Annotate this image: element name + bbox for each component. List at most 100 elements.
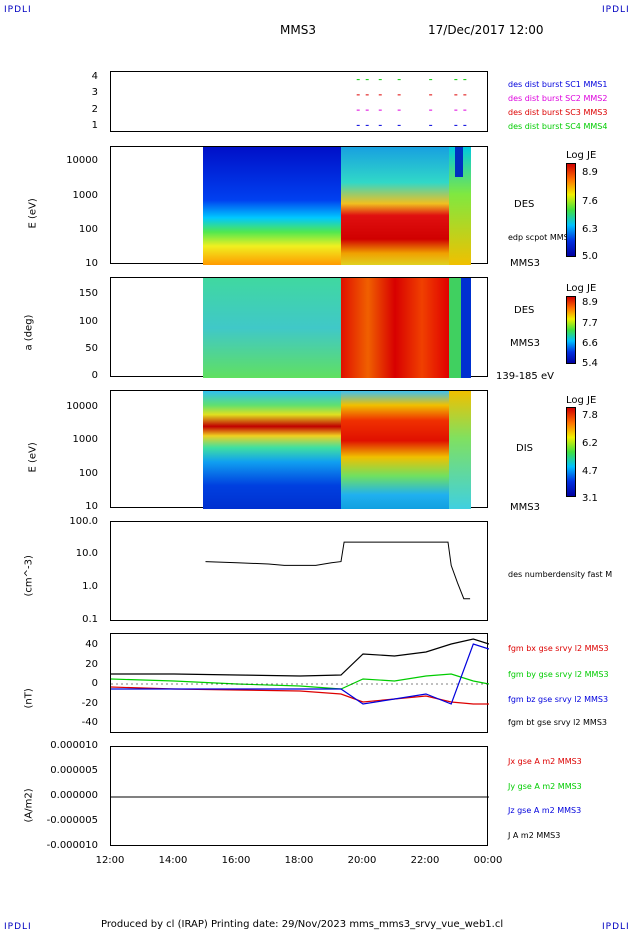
legend-bz: fgm bz gse srvy l2 MMS3 bbox=[508, 695, 609, 704]
dis-energy-svg bbox=[203, 391, 471, 509]
bfield-ylabel: (nT) bbox=[23, 688, 35, 709]
current-ytick-4: -0.000010 bbox=[46, 840, 98, 851]
legend-density: des numberdensity fast M bbox=[508, 570, 613, 579]
density-ytick-1: 1.0 bbox=[82, 581, 98, 592]
panel-des-pitch bbox=[110, 277, 488, 378]
bfield-series-bt bbox=[111, 638, 489, 677]
current-ytick-2: 0.000000 bbox=[50, 790, 98, 801]
bfield-series-bx bbox=[111, 686, 489, 705]
density-ylabel: (cm^-3) bbox=[23, 555, 35, 597]
dis-energy-ytick-10: 10 bbox=[85, 501, 98, 512]
density-series-line bbox=[205, 541, 471, 600]
current-ylabel: (A/m2) bbox=[23, 788, 35, 823]
dis-energy-ytick-1000: 1000 bbox=[72, 434, 98, 445]
xtick-0000: 00:00 bbox=[473, 855, 503, 866]
des-pitch-region-end bbox=[449, 278, 461, 378]
cbar2-tick-3: 5.4 bbox=[582, 358, 598, 369]
xtick-1800: 18:00 bbox=[284, 855, 314, 866]
dis-energy-ytick-100: 100 bbox=[78, 468, 98, 479]
legend-j: J A m2 MMS3 bbox=[508, 831, 561, 840]
des-energy-region-end bbox=[449, 147, 471, 265]
panel-magnetic-field bbox=[110, 633, 489, 733]
dis-energy-ytick-10000: 10000 bbox=[66, 401, 98, 412]
cbar1-tick-0: 8.9 bbox=[582, 167, 598, 178]
des-pitch-ytick-0: 0 bbox=[91, 370, 98, 381]
dis-energy-region-end bbox=[449, 391, 471, 509]
legend-bx: fgm bx gse srvy l2 MMS3 bbox=[508, 644, 609, 653]
mission-title: MMS3 bbox=[280, 23, 316, 37]
bfield-ytick-n40: -40 bbox=[81, 717, 98, 728]
bfield-series-bz bbox=[111, 643, 489, 705]
des-energy-mission: MMS3 bbox=[510, 258, 540, 269]
panel-density bbox=[110, 521, 488, 621]
bfield-series-by bbox=[111, 673, 489, 690]
xtick-1400: 14:00 bbox=[158, 855, 188, 866]
cbar3 bbox=[566, 407, 576, 497]
des-energy-ytick-10000: 10000 bbox=[66, 155, 98, 166]
des-pitch-mission: MMS3 bbox=[510, 338, 540, 349]
legend-jy: Jy gse A m2 MMS3 bbox=[508, 782, 582, 791]
dis-energy-region-pre bbox=[203, 391, 341, 509]
des-energy-svg bbox=[203, 147, 471, 265]
panel-des-energy bbox=[110, 146, 488, 265]
cbar1-title: Log JE bbox=[566, 150, 597, 161]
legend-burst-mms1: des dist burst SC1 MMS1 bbox=[508, 80, 608, 89]
cbar3-tick-0: 7.8 bbox=[582, 410, 598, 421]
dis-energy-instrument: DIS bbox=[516, 443, 533, 454]
burst-ytick-1: 1 bbox=[91, 120, 98, 131]
legend-burst-mms4: des dist burst SC4 MMS4 bbox=[508, 122, 608, 131]
des-energy-instrument: DES bbox=[514, 199, 535, 210]
bfield-ytick-0: 0 bbox=[91, 678, 98, 689]
cbar1-tick-2: 6.3 bbox=[582, 224, 598, 235]
panel-burst bbox=[110, 71, 488, 132]
burst-svg bbox=[356, 79, 471, 126]
des-pitch-region-post bbox=[341, 278, 449, 378]
cbar1 bbox=[566, 163, 576, 257]
burst-ytick-2: 2 bbox=[91, 104, 98, 115]
dis-energy-region-post bbox=[341, 391, 449, 509]
cbar3-tick-2: 4.7 bbox=[582, 466, 598, 477]
bfield-ytick-n20: -20 bbox=[81, 698, 98, 709]
des-pitch-instrument: DES bbox=[514, 305, 535, 316]
xtick-2200: 22:00 bbox=[410, 855, 440, 866]
des-energy-ytick-1000: 1000 bbox=[72, 190, 98, 201]
cbar1-tick-1: 7.6 bbox=[582, 196, 598, 207]
des-pitch-ylabel: a (deg) bbox=[23, 314, 35, 351]
des-pitch-ytick-50: 50 bbox=[85, 343, 98, 354]
legend-jz: Jz gse A m2 MMS3 bbox=[508, 806, 582, 815]
burst-ytick-4: 4 bbox=[91, 71, 98, 82]
cbar2-tick-0: 8.9 bbox=[582, 297, 598, 308]
footer-credit: Produced by cl (IRAP) Printing date: 29/… bbox=[101, 919, 504, 930]
legend-burst-mms2: des dist burst SC2 MMS2 bbox=[508, 94, 608, 103]
current-ytick-3: -0.000005 bbox=[46, 815, 98, 826]
cbar2-title: Log JE bbox=[566, 283, 597, 294]
corner-label-br: IPDLI bbox=[602, 922, 630, 932]
density-svg bbox=[205, 541, 471, 600]
current-ytick-0: 0.000010 bbox=[50, 740, 98, 751]
corner-label-tl: IPDLI bbox=[4, 5, 32, 15]
density-ytick-10: 10.0 bbox=[75, 548, 98, 559]
des-pitch-ytick-150: 150 bbox=[78, 288, 98, 299]
des-pitch-region-tail bbox=[461, 278, 471, 378]
des-pitch-svg bbox=[203, 278, 471, 378]
des-pitch-region-pre bbox=[203, 278, 341, 378]
cbar3-title: Log JE bbox=[566, 395, 597, 406]
des-energy-ytick-100: 100 bbox=[78, 224, 98, 235]
cbar3-tick-1: 6.2 bbox=[582, 438, 598, 449]
des-pitch-energy-range: 139-185 eV bbox=[496, 371, 554, 382]
des-energy-region-pre bbox=[203, 147, 341, 265]
des-energy-region-post bbox=[341, 147, 449, 265]
xtick-1600: 16:00 bbox=[221, 855, 251, 866]
panel-current-density bbox=[110, 746, 489, 846]
date-title: 17/Dec/2017 12:00 bbox=[428, 23, 544, 37]
legend-bt: fgm bt gse srvy l2 MMS3 bbox=[508, 718, 607, 727]
bfield-ytick-20: 20 bbox=[85, 659, 98, 670]
cbar2-tick-1: 7.7 bbox=[582, 318, 598, 329]
des-energy-region-tail bbox=[455, 147, 463, 177]
cbar3-tick-3: 3.1 bbox=[582, 493, 598, 504]
bfield-svg bbox=[111, 638, 489, 705]
cbar2 bbox=[566, 296, 576, 364]
density-ytick-100: 100.0 bbox=[69, 516, 98, 527]
des-pitch-ytick-100: 100 bbox=[78, 316, 98, 327]
xtick-1200: 12:00 bbox=[95, 855, 125, 866]
